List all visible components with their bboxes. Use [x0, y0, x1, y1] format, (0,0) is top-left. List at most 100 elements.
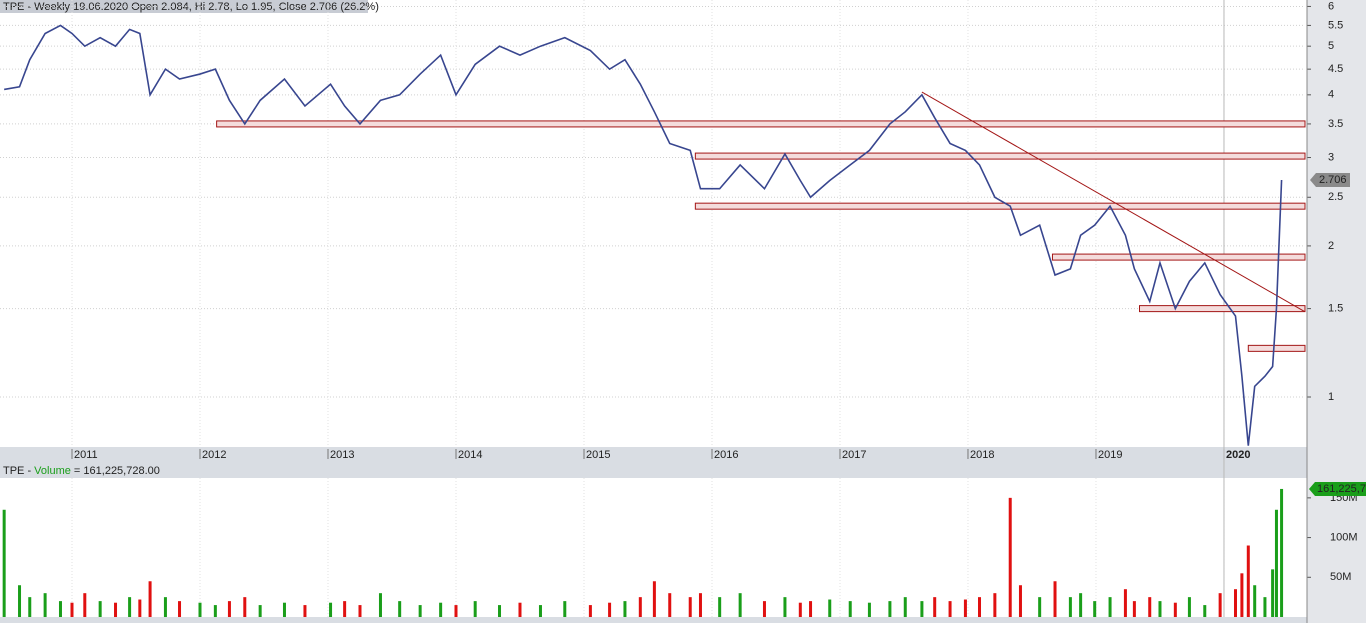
- volume-bar: [809, 601, 813, 617]
- volume-bar: [1123, 589, 1127, 617]
- y-tick-label: 5.5: [1328, 19, 1343, 31]
- volume-bar: [18, 585, 22, 617]
- volume-bar: [128, 597, 132, 617]
- volume-bar: [1263, 597, 1267, 617]
- volume-bar: [638, 597, 642, 617]
- y-tick-label: 3: [1328, 151, 1334, 163]
- level-band: [694, 202, 1306, 210]
- volume-bar: [1246, 545, 1250, 617]
- volume-bar: [688, 597, 692, 617]
- volume-bar: [329, 602, 333, 617]
- volume-bar: [378, 593, 382, 617]
- volume-bar: [1187, 597, 1191, 617]
- volume-bar: [1218, 593, 1222, 617]
- volume-bar: [867, 602, 871, 617]
- price-panel: [0, 0, 1307, 447]
- volume-bar: [762, 601, 766, 617]
- volume-bar: [1148, 597, 1152, 617]
- volume-bar: [538, 605, 542, 617]
- y-tick-label: 1: [1328, 391, 1334, 403]
- volume-bar: [1233, 589, 1237, 617]
- right-axis: [1307, 0, 1366, 623]
- volume-bar: [848, 601, 852, 617]
- volume-bar: [213, 605, 217, 617]
- last-price-tag: [1310, 173, 1350, 188]
- volume-bar: [1008, 497, 1012, 617]
- volume-bar: [920, 601, 924, 617]
- x-tick-label: 2018: [970, 449, 994, 461]
- volume-bar: [43, 593, 47, 617]
- volume-bar: [978, 597, 982, 617]
- x-tick-label: 2011: [74, 449, 98, 461]
- volume-bar: [227, 601, 231, 617]
- volume-bar: [439, 602, 443, 617]
- volume-bar: [178, 601, 182, 617]
- volume-bar: [588, 605, 592, 617]
- y-tick-label: 2: [1328, 240, 1334, 252]
- volume-bar: [1079, 593, 1083, 617]
- volume-bar: [98, 601, 102, 617]
- volume-bar: [993, 593, 997, 617]
- y-tick-label: 50M: [1330, 571, 1351, 583]
- last-volume-tag: [1309, 481, 1366, 496]
- volume-bar: [198, 602, 202, 617]
- x-tick-label: 2013: [330, 449, 354, 461]
- volume-bar: [888, 601, 892, 617]
- volume-bar: [1038, 597, 1042, 617]
- volume-bar: [948, 601, 952, 617]
- volume-header-a: TPE -: [3, 465, 34, 477]
- volume-bar: [1158, 601, 1162, 617]
- volume-bar: [608, 602, 612, 617]
- volume-bar: [1173, 602, 1177, 617]
- y-tick-label: 5: [1328, 40, 1334, 52]
- volume-bar: [28, 597, 32, 617]
- level-band: [1051, 253, 1306, 261]
- last-price-label: 2.706: [1319, 174, 1347, 186]
- volume-bar: [668, 593, 672, 617]
- x-tick-label: 2020: [1226, 449, 1250, 461]
- volume-bar: [243, 597, 247, 617]
- volume-bar: [1280, 488, 1284, 617]
- volume-bar: [454, 605, 458, 617]
- volume-header-b: Volume: [34, 465, 71, 477]
- y-tick-label: 4: [1328, 89, 1334, 101]
- volume-bar: [2, 509, 6, 617]
- volume-bar: [698, 593, 702, 617]
- price-header: TPE - Weekly 19.06.2020 Open 2.084, Hi 2…: [3, 1, 379, 13]
- volume-bar: [518, 602, 522, 617]
- volume-bar: [163, 597, 167, 617]
- volume-bar: [963, 599, 967, 617]
- volume-bar: [652, 581, 656, 617]
- y-tick-label: 2.5: [1328, 191, 1343, 203]
- volume-bar: [1132, 601, 1136, 617]
- y-tick-label: 4.5: [1328, 63, 1343, 75]
- volume-bar: [418, 605, 422, 617]
- volume-bar: [303, 605, 307, 617]
- volume-bar: [1018, 585, 1022, 617]
- volume-bar: [933, 597, 937, 617]
- volume-bar: [114, 602, 118, 617]
- x-tick-label: 2014: [458, 449, 482, 461]
- volume-bar: [358, 605, 362, 617]
- x-tick-label: 2017: [842, 449, 866, 461]
- volume-bar: [1053, 581, 1057, 617]
- volume-bar: [1253, 585, 1257, 617]
- volume-bar: [138, 599, 142, 617]
- volume-bar: [282, 602, 286, 617]
- volume-bar: [498, 605, 502, 617]
- volume-bar: [623, 601, 627, 617]
- volume-bar: [563, 601, 567, 617]
- level-band: [694, 152, 1306, 160]
- volume-bar: [148, 581, 152, 617]
- volume-bar: [1240, 573, 1244, 617]
- volume-bar: [828, 599, 832, 617]
- volume-bar: [258, 605, 262, 617]
- y-tick-label: 100M: [1330, 531, 1358, 543]
- y-tick-label: 6: [1328, 0, 1334, 12]
- trendline: [921, 91, 1305, 312]
- volume-bar: [783, 597, 787, 617]
- volume-header-c: = 161,225,728.00: [71, 465, 160, 477]
- volume-bar: [58, 601, 62, 617]
- volume-bar: [1093, 601, 1097, 617]
